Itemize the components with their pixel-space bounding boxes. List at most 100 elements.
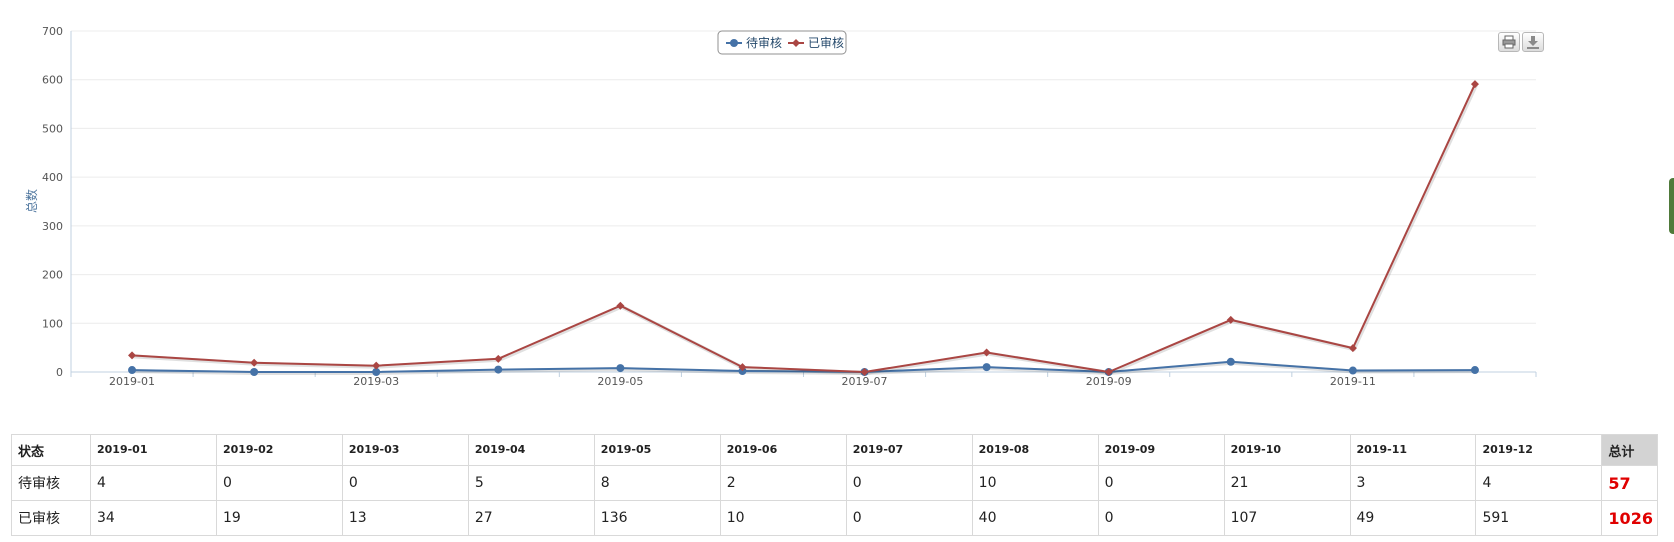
x-tick-label: 2019-11 xyxy=(1330,375,1376,388)
legend-item[interactable]: 已审核 xyxy=(788,35,844,50)
table-cell: 0 xyxy=(845,500,973,536)
series-line xyxy=(131,360,1476,373)
table-cell: 0 xyxy=(1097,465,1225,501)
x-tick-label: 2019-05 xyxy=(597,375,643,388)
table-cell: 3 xyxy=(1349,465,1477,501)
data-point xyxy=(738,363,747,372)
table-cell: 0 xyxy=(1097,500,1225,536)
month-header: 2019-02 xyxy=(215,434,343,466)
row-total: 57 xyxy=(1601,465,1658,501)
side-panel-tab[interactable] xyxy=(1669,178,1674,234)
data-point xyxy=(1348,344,1357,353)
y-tick-label: 700 xyxy=(42,25,63,38)
x-tick-label: 2019-09 xyxy=(1086,375,1132,388)
table-cell: 40 xyxy=(971,500,1099,536)
y-tick-label: 600 xyxy=(42,74,63,87)
data-point xyxy=(494,365,503,374)
row-label: 待审核 xyxy=(11,465,91,501)
table-cell: 0 xyxy=(341,465,469,501)
table-cell: 21 xyxy=(1223,465,1351,501)
table-cell: 136 xyxy=(593,500,721,536)
month-header: 2019-04 xyxy=(467,434,595,466)
data-point xyxy=(494,354,503,363)
grid-lines xyxy=(71,30,1536,324)
month-header: 2019-08 xyxy=(971,434,1099,466)
legend-label: 待审核 xyxy=(746,35,782,50)
month-header: 2019-06 xyxy=(719,434,847,466)
data-point xyxy=(616,364,625,373)
month-header: 2019-10 xyxy=(1223,434,1351,466)
data-point xyxy=(372,368,381,376)
status-header: 状态 xyxy=(11,434,91,466)
y-axis-title: 总数 xyxy=(24,189,39,213)
table-cell: 107 xyxy=(1223,500,1351,536)
data-point xyxy=(982,348,991,357)
table-cell: 19 xyxy=(215,500,343,536)
legend-label: 已审核 xyxy=(808,35,844,50)
x-tick-label: 2019-01 xyxy=(109,375,155,388)
data-point xyxy=(128,366,137,375)
table-cell: 10 xyxy=(719,500,847,536)
data-point xyxy=(616,301,625,310)
row-total: 1026 xyxy=(1601,500,1658,536)
printer-icon xyxy=(1502,35,1516,49)
y-tick-label: 400 xyxy=(42,171,63,184)
y-tick-label: 300 xyxy=(42,220,63,233)
table-cell: 0 xyxy=(845,465,973,501)
table-cell: 4 xyxy=(89,465,217,501)
export-button[interactable] xyxy=(1522,32,1544,52)
table-row: 已审核 34 19 13 27 136 10 0 40 0 107 49 591… xyxy=(11,500,1658,536)
table-row: 待审核 4 0 0 5 8 2 0 10 0 21 3 4 57 xyxy=(11,465,1658,501)
legend-item[interactable]: 待审核 xyxy=(726,35,782,50)
print-button[interactable] xyxy=(1498,32,1520,52)
table-cell: 4 xyxy=(1475,465,1603,501)
y-tick-label: 0 xyxy=(56,366,63,379)
table-cell: 8 xyxy=(593,465,721,501)
series-layer xyxy=(128,80,1479,376)
y-tick-label: 500 xyxy=(42,122,63,135)
series-approved xyxy=(128,80,1479,376)
download-icon xyxy=(1527,36,1539,49)
total-header: 总计 xyxy=(1601,434,1658,466)
month-header: 2019-01 xyxy=(89,434,217,466)
table-header-row: 状态 2019-01 2019-02 2019-03 2019-04 2019-… xyxy=(11,434,1658,466)
data-point xyxy=(1470,80,1479,89)
y-tick-label: 200 xyxy=(42,269,63,282)
data-point xyxy=(1104,368,1113,376)
legend[interactable]: 待审核 已审核 xyxy=(717,30,847,55)
legend-box xyxy=(717,30,847,55)
table-cell: 591 xyxy=(1475,500,1603,536)
data-point xyxy=(372,361,381,370)
x-tick-label: 2019-07 xyxy=(842,375,888,388)
month-header: 2019-09 xyxy=(1097,434,1225,466)
table-cell: 49 xyxy=(1349,500,1477,536)
x-tick-label: 2019-03 xyxy=(353,375,399,388)
data-point xyxy=(128,351,137,360)
table-cell: 27 xyxy=(467,500,595,536)
data-table: 状态 2019-01 2019-02 2019-03 2019-04 2019-… xyxy=(11,434,1658,536)
data-point xyxy=(250,368,259,376)
y-tick-label: 100 xyxy=(42,317,63,330)
data-point xyxy=(1226,315,1235,324)
table-cell: 2 xyxy=(719,465,847,501)
chart-container: 0 100 200 300 400 500 600 700 2019-01 2019-03 2019… xyxy=(24,25,1544,388)
legend-marker xyxy=(730,39,738,47)
data-point xyxy=(982,363,991,372)
month-header: 2019-12 xyxy=(1475,434,1603,466)
row-label: 已审核 xyxy=(11,500,91,536)
month-header: 2019-03 xyxy=(341,434,469,466)
table-cell: 10 xyxy=(971,465,1099,501)
data-point xyxy=(1470,366,1479,375)
table-cell: 34 xyxy=(89,500,217,536)
table-cell: 13 xyxy=(341,500,469,536)
data-point xyxy=(860,368,869,376)
series-line xyxy=(131,83,1476,373)
month-header: 2019-05 xyxy=(593,434,721,466)
month-header: 2019-11 xyxy=(1349,434,1477,466)
data-point xyxy=(1226,357,1235,366)
month-header: 2019-07 xyxy=(845,434,973,466)
table-cell: 0 xyxy=(215,465,343,501)
legend-marker xyxy=(792,39,800,47)
data-point xyxy=(250,358,259,367)
line-chart: 0 100 200 300 400 500 600 700 2019-01 2019-03 2019… xyxy=(24,25,1537,388)
